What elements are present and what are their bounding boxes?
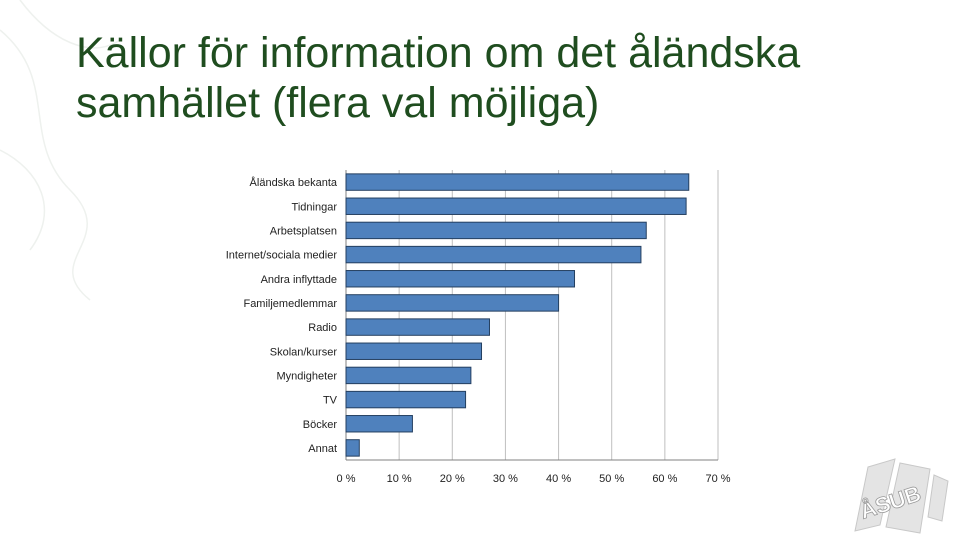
gridlines: [345, 170, 719, 461]
bar: [345, 270, 576, 288]
bar: [345, 342, 483, 360]
x-tick-label: 20 %: [440, 473, 465, 485]
slide-title-line-1: Källor för information om det åländska: [76, 29, 801, 77]
x-tick-label: 50 %: [599, 473, 624, 485]
x-tick-label: 70 %: [705, 473, 730, 485]
bar: [345, 197, 687, 215]
x-tick-labels: 0 % 10 % 20 % 30 % 40 % 50 % 60 % 70 %: [337, 473, 731, 485]
category-label: Internet/sociala medier: [226, 250, 338, 262]
bar: [345, 415, 413, 433]
asub-logo-icon: ÅSUB: [854, 458, 949, 534]
category-label: Arbetsplatsen: [270, 225, 337, 237]
category-labels: Åländska bekanta Tidningar Arbetsplatsen In…: [226, 176, 338, 455]
bar: [345, 390, 467, 409]
bar: [345, 173, 690, 191]
x-tick-label: 0 %: [337, 473, 356, 485]
category-label: Skolan/kurser: [270, 346, 338, 358]
bar: [345, 294, 560, 312]
x-tick-label: 30 %: [493, 473, 518, 485]
category-label: Annat: [308, 443, 337, 455]
category-label: Radio: [308, 322, 337, 334]
bar: [345, 366, 472, 385]
slide-title-line-2: samhället (flera val möjliga): [76, 79, 600, 127]
slide-title: Källor för information om det åländska s…: [76, 28, 936, 128]
bar: [345, 221, 647, 240]
category-label: TV: [323, 395, 338, 407]
category-label: Myndigheter: [276, 370, 337, 382]
category-label: Familjemedlemmar: [243, 298, 337, 310]
category-label: Andra inflyttade: [261, 274, 337, 286]
x-tick-label: 40 %: [546, 473, 571, 485]
x-tick-label: 10 %: [387, 473, 412, 485]
category-label: Böcker: [303, 419, 338, 431]
bars: [345, 173, 690, 457]
category-label: Åländska bekanta: [250, 176, 338, 189]
category-label: Tidningar: [292, 201, 338, 213]
bar: [345, 318, 490, 336]
x-tick-label: 60 %: [652, 473, 677, 485]
bar: [345, 439, 360, 457]
bar: [345, 245, 642, 264]
bar-chart: Åländska bekanta Tidningar Arbetsplatsen In…: [226, 170, 731, 485]
